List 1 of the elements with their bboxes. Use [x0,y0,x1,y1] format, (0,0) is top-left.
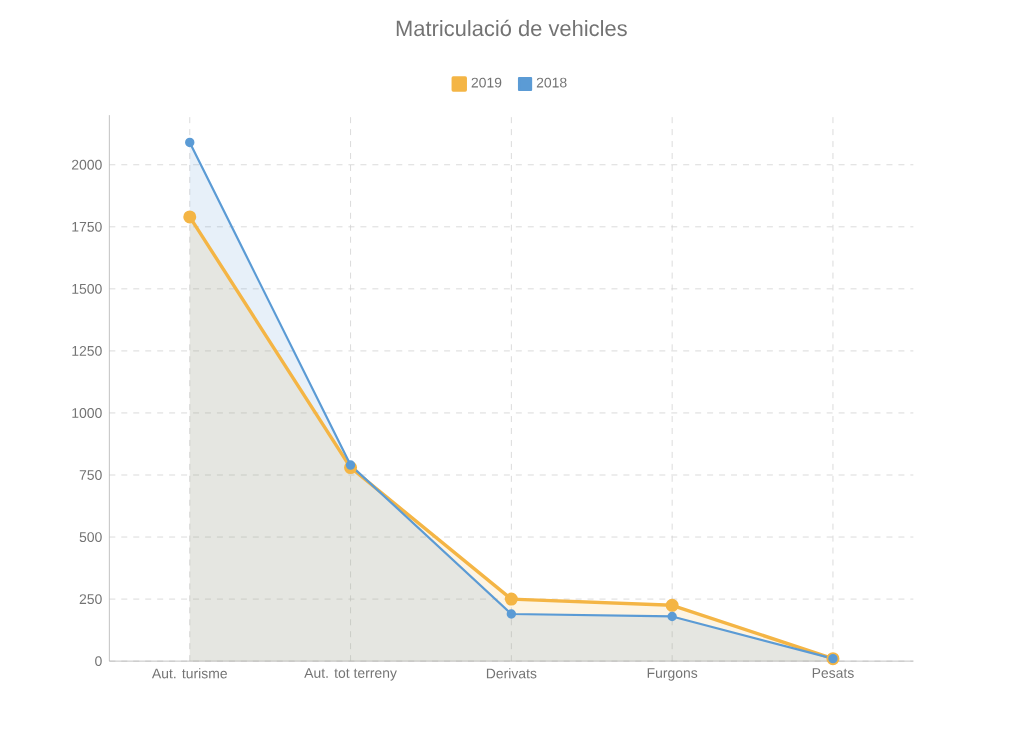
chart-title: Matriculació de vehicles [396,19,627,37]
